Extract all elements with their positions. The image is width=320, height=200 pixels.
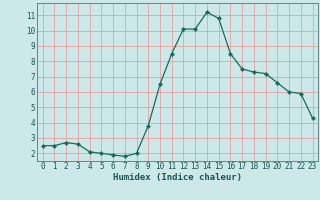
X-axis label: Humidex (Indice chaleur): Humidex (Indice chaleur)	[113, 173, 242, 182]
